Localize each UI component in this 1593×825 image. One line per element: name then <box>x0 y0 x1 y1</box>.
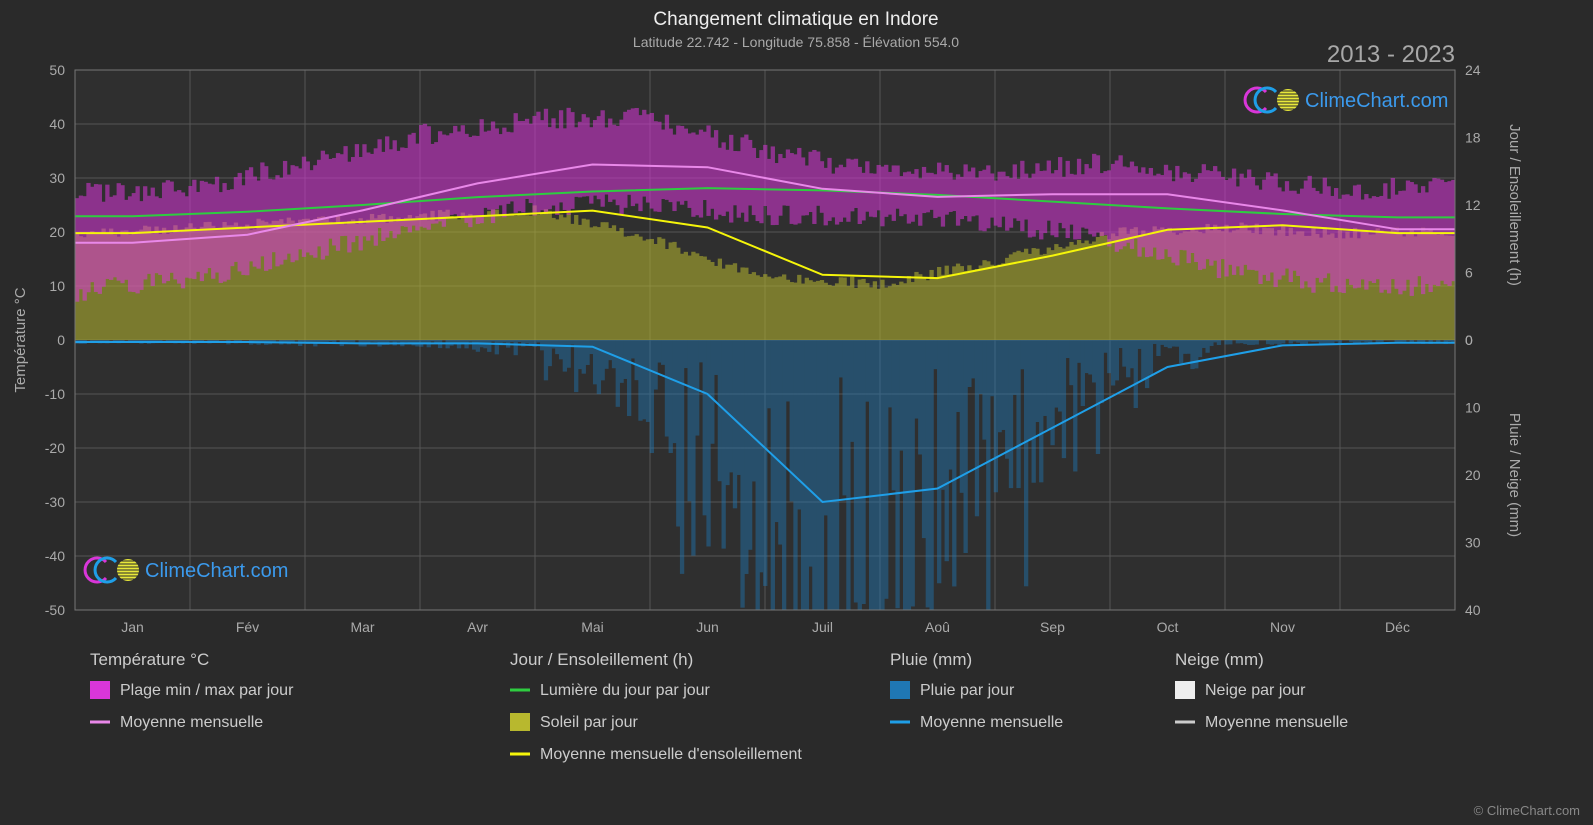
y-left-tick: -30 <box>45 494 65 510</box>
climate-chart: Changement climatique en Indore Latitude… <box>0 0 1593 825</box>
y-left-tick: 10 <box>49 278 65 294</box>
plot-area: -50-40-30-20-100102030405006121824010203… <box>12 62 1523 635</box>
legend-header: Jour / Ensoleillement (h) <box>510 650 693 669</box>
legend-label: Soleil par jour <box>540 714 639 731</box>
legend-swatch <box>890 681 910 699</box>
x-month-label: Avr <box>467 619 488 635</box>
x-month-label: Aoû <box>925 619 950 635</box>
x-month-label: Fév <box>236 619 259 635</box>
x-month-label: Jan <box>121 619 144 635</box>
y-left-tick: 30 <box>49 170 65 186</box>
logo-text: ClimeChart.com <box>1305 90 1448 112</box>
legend-swatch <box>1175 681 1195 699</box>
y-left-tick: -50 <box>45 602 65 618</box>
copyright: © ClimeChart.com <box>1474 803 1580 818</box>
y-right-top-tick: 6 <box>1465 265 1473 281</box>
legend-label: Moyenne mensuelle <box>920 714 1063 731</box>
chart-subtitle: Latitude 22.742 - Longitude 75.858 - Élé… <box>633 34 959 50</box>
y-left-tick: 0 <box>57 332 65 348</box>
legend-label: Plage min / max par jour <box>120 682 294 699</box>
legend-header: Neige (mm) <box>1175 650 1264 669</box>
logo-text: ClimeChart.com <box>145 560 288 582</box>
legend-label: Moyenne mensuelle <box>120 714 263 731</box>
y-left-tick: 40 <box>49 116 65 132</box>
legend-swatch <box>90 681 110 699</box>
y-left-title: Température °C <box>12 287 29 392</box>
x-month-label: Mai <box>581 619 604 635</box>
y-right-bottom-tick: 0 <box>1465 332 1473 348</box>
x-month-label: Nov <box>1270 619 1295 635</box>
legend-label: Moyenne mensuelle d'ensoleillement <box>540 746 802 763</box>
legend-label: Lumière du jour par jour <box>540 682 711 699</box>
y-left-tick: -10 <box>45 386 65 402</box>
y-right-top-tick: 12 <box>1465 197 1481 213</box>
y-right-top-title: Jour / Ensoleillement (h) <box>1506 124 1523 286</box>
y-left-tick: 20 <box>49 224 65 240</box>
y-left-tick: -20 <box>45 440 65 456</box>
x-month-label: Juil <box>812 619 833 635</box>
x-month-label: Sep <box>1040 619 1065 635</box>
legend-header: Température °C <box>90 650 209 669</box>
y-right-top-tick: 24 <box>1465 62 1481 78</box>
y-left-tick: -40 <box>45 548 65 564</box>
chart-title: Changement climatique en Indore <box>653 9 938 30</box>
y-right-bottom-tick: 20 <box>1465 467 1481 483</box>
x-month-label: Mar <box>350 619 374 635</box>
legend-swatch <box>510 713 530 731</box>
legend-label: Pluie par jour <box>920 682 1015 699</box>
y-right-bottom-tick: 10 <box>1465 400 1481 416</box>
x-month-label: Oct <box>1157 619 1179 635</box>
legend: Température °C Plage min / max par jour Mo… <box>90 650 1348 763</box>
legend-label: Moyenne mensuelle <box>1205 714 1348 731</box>
y-left-tick: 50 <box>49 62 65 78</box>
legend-header: Pluie (mm) <box>890 650 972 669</box>
year-range: 2013 - 2023 <box>1327 41 1455 68</box>
legend-label: Neige par jour <box>1205 682 1306 699</box>
y-right-bottom-tick: 40 <box>1465 602 1481 618</box>
x-month-label: Déc <box>1385 619 1410 635</box>
y-right-top-tick: 18 <box>1465 130 1481 146</box>
x-month-label: Jun <box>696 619 719 635</box>
y-right-bottom-title: Pluie / Neige (mm) <box>1506 413 1523 537</box>
y-right-bottom-tick: 30 <box>1465 535 1481 551</box>
